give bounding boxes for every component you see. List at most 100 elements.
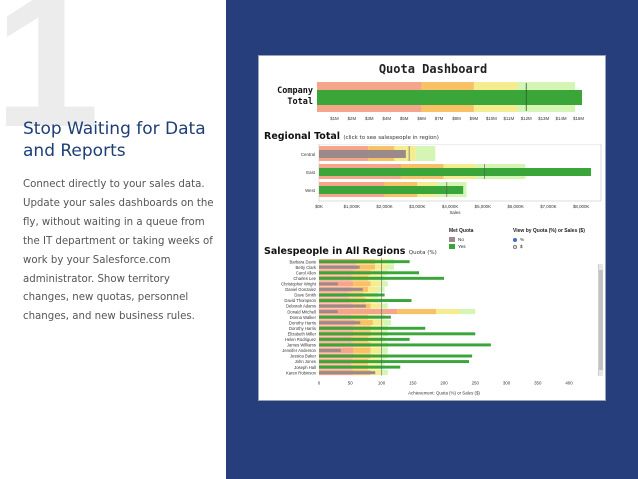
regional-tick-label: $5,000K bbox=[475, 204, 491, 209]
view-by-title: View by Quota (%) or Sales ($) bbox=[513, 228, 585, 234]
company-tick-label: $6M bbox=[417, 116, 426, 121]
person-label: Donna Walker bbox=[290, 315, 317, 320]
company-tick-label: $9M bbox=[470, 116, 479, 121]
person-band bbox=[436, 308, 460, 315]
no-swatch-icon bbox=[449, 237, 455, 242]
person-label: James Williams bbox=[287, 343, 316, 348]
yes-swatch-icon bbox=[449, 244, 455, 249]
sales-tick-label: 0 bbox=[318, 381, 321, 386]
slide-body-text: Connect directly to your sales data. Upd… bbox=[23, 179, 214, 323]
region-bar bbox=[319, 186, 464, 194]
person-bar bbox=[319, 260, 410, 264]
person-label: Betty Clark bbox=[296, 265, 317, 270]
view-by-percent-label: % bbox=[520, 237, 525, 242]
slide-title: Stop Waiting for Data and Reports bbox=[23, 119, 206, 161]
scrollbar-thumb[interactable] bbox=[599, 270, 603, 370]
legend-item-yes[interactable]: Yes bbox=[449, 243, 473, 250]
person-label: Christopher Wright bbox=[281, 282, 317, 287]
met-quota-legend: Met Quota No Yes bbox=[449, 228, 473, 250]
view-by-dollar-label: $ bbox=[520, 244, 523, 249]
sales-tick-label: 150 bbox=[409, 381, 417, 386]
met-quota-title: Met Quota bbox=[449, 228, 474, 234]
company-tick-label: $3M bbox=[365, 116, 374, 121]
regional-tick-label: $2,000K bbox=[376, 204, 392, 209]
person-label: Donald Mitchell bbox=[287, 309, 316, 314]
view-by-dollar-option[interactable]: $ bbox=[513, 243, 585, 250]
company-tick-label: $12M bbox=[521, 116, 532, 121]
sales-tick-label: 200 bbox=[440, 381, 448, 386]
person-bar bbox=[319, 354, 473, 358]
company-total-bar bbox=[317, 90, 583, 105]
person-label: Elizabeth Miller bbox=[288, 331, 317, 336]
company-tick-label: $8M bbox=[452, 116, 461, 121]
person-band bbox=[386, 264, 394, 270]
regional-tick-label: $6,000K bbox=[507, 204, 523, 209]
company-tick-label: $5M bbox=[400, 116, 409, 121]
person-label: John Jones bbox=[295, 359, 316, 364]
radio-selected-icon[interactable] bbox=[513, 237, 517, 242]
region-label: East bbox=[306, 170, 316, 175]
person-bar bbox=[319, 365, 401, 369]
person-label: Dorothy Harris bbox=[289, 326, 316, 331]
company-total-chart[interactable]: $1M $2M $3M $4M $5M $6M $7M $8M $9M $10M $11M $12M $… bbox=[315, 79, 605, 125]
person-bar bbox=[319, 271, 419, 275]
person-band bbox=[353, 281, 371, 287]
salespeople-title-text: Salespeople in All Regions bbox=[264, 246, 406, 257]
company-tick-label: $2M bbox=[348, 116, 357, 121]
person-bar bbox=[319, 299, 412, 302]
legend-item-no[interactable]: No bbox=[449, 236, 473, 243]
person-band bbox=[380, 347, 388, 353]
company-tick-label: $15M bbox=[573, 116, 584, 121]
person-band bbox=[380, 303, 388, 309]
person-band bbox=[354, 320, 373, 326]
person-bar bbox=[319, 287, 363, 291]
company-label-line1: Company bbox=[277, 86, 313, 96]
person-bar bbox=[319, 326, 426, 330]
person-bar bbox=[319, 310, 338, 314]
person-band bbox=[380, 370, 388, 376]
regional-title: Regional Total (click to see salespeople… bbox=[264, 131, 439, 142]
company-tick-label: $14M bbox=[556, 116, 567, 121]
sales-tick-label: 100 bbox=[378, 381, 386, 386]
person-label: Carol Allen bbox=[296, 270, 317, 275]
person-band bbox=[383, 320, 391, 326]
person-label: Karen Robinson bbox=[286, 370, 317, 375]
person-bar bbox=[319, 315, 391, 319]
company-tick-label: $4M bbox=[382, 116, 391, 121]
person-label: Jennifer Anderson bbox=[282, 348, 316, 353]
salespeople-scrollbar[interactable] bbox=[598, 264, 603, 376]
person-label: Jessica Baker bbox=[290, 354, 317, 359]
regional-title-text: Regional Total bbox=[264, 131, 341, 142]
person-band bbox=[375, 264, 387, 270]
company-tick-label: $13M bbox=[538, 116, 549, 121]
company-tick-label: $10M bbox=[486, 116, 497, 121]
person-bar bbox=[319, 360, 469, 364]
view-by-control: View by Quota (%) or Sales ($) % $ bbox=[513, 228, 585, 250]
sales-tick-label: 400 bbox=[565, 381, 573, 386]
company-label-line2: Total bbox=[287, 97, 313, 107]
legend-yes-label: Yes bbox=[458, 244, 466, 249]
regional-tick-label: $7,000K bbox=[540, 204, 556, 209]
person-band bbox=[370, 303, 381, 309]
person-label: Daniel Gonzalez bbox=[285, 287, 316, 292]
view-by-percent-option[interactable]: % bbox=[513, 236, 585, 243]
company-tick-label: $1M bbox=[330, 116, 339, 121]
person-band bbox=[370, 281, 381, 287]
region-label: Central bbox=[301, 152, 315, 157]
regional-total-chart[interactable]: Central East West $0K $1,000K $2,000K $3,000K $… bbox=[261, 144, 605, 218]
person-band bbox=[356, 264, 376, 270]
company-total-label: Company Total bbox=[263, 86, 313, 108]
dashboard-title: Quota Dashboard bbox=[378, 62, 488, 76]
sales-tick-label: 50 bbox=[348, 381, 353, 386]
regional-tick-label: $8,000K bbox=[573, 204, 589, 209]
person-bar bbox=[319, 337, 410, 341]
radio-unselected-icon[interactable] bbox=[513, 244, 517, 249]
person-label: Barbara Davis bbox=[289, 259, 316, 264]
person-band bbox=[397, 308, 437, 315]
salespeople-title: Salespeople in All Regions Quota (%) bbox=[264, 246, 437, 257]
person-band bbox=[370, 370, 381, 376]
person-label: Charles Lee bbox=[293, 276, 316, 281]
regional-axis-label: Sales bbox=[450, 210, 462, 215]
person-bar bbox=[319, 282, 338, 286]
